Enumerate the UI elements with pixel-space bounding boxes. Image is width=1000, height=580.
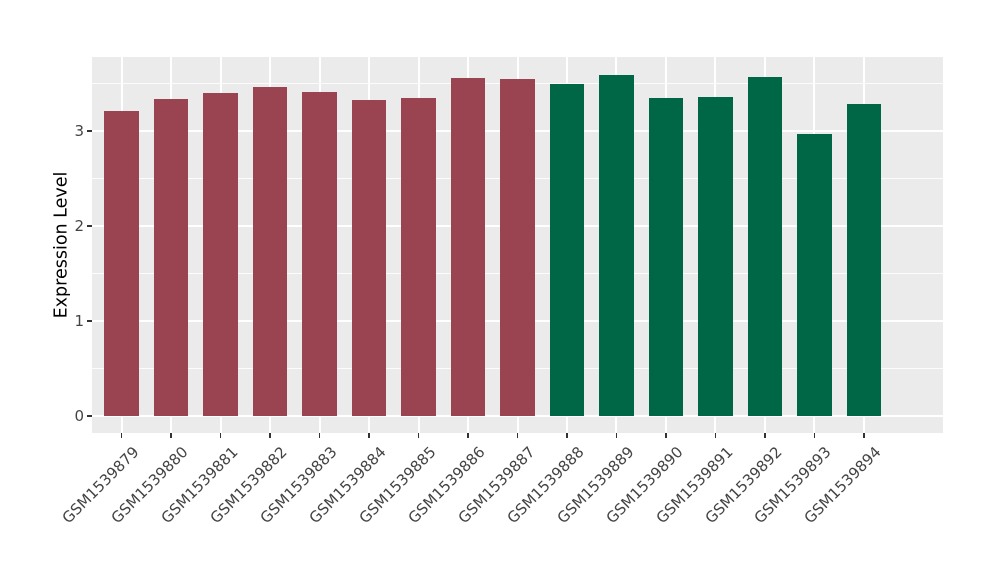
x-tick-mark	[863, 433, 865, 438]
x-tick-mark	[615, 433, 618, 438]
x-tick-mark	[120, 433, 123, 438]
x-tick-mark	[170, 433, 172, 438]
bar-GSM1539891	[698, 96, 733, 416]
bar-GSM1539890	[648, 97, 684, 416]
y-tick-mark	[87, 415, 92, 417]
y-tick-mark	[87, 225, 92, 227]
bar-GSM1539885	[401, 97, 436, 416]
bar-GSM1539880	[153, 98, 189, 416]
y-tick-label: 0	[74, 406, 84, 425]
y-axis-title-text: Expression Level	[51, 171, 72, 319]
bar-GSM1539886	[450, 77, 486, 416]
bar-GSM1539894	[846, 103, 882, 416]
bar-GSM1539892	[747, 76, 783, 416]
x-tick-mark	[714, 433, 717, 438]
x-tick-mark	[467, 433, 469, 438]
plot-panel	[92, 57, 943, 433]
x-tick-mark	[813, 433, 816, 438]
x-tick-mark	[368, 433, 370, 438]
x-tick-mark	[318, 433, 321, 438]
x-tick-mark	[269, 433, 271, 438]
x-tick-mark	[566, 433, 568, 438]
y-tick-label: 1	[74, 311, 84, 330]
x-tick-mark	[417, 433, 420, 438]
x-tick-mark	[516, 433, 519, 438]
bar-GSM1539893	[797, 133, 832, 416]
bar-GSM1539883	[302, 92, 337, 416]
y-tick-mark	[87, 320, 92, 322]
x-tick-mark	[665, 433, 667, 438]
x-tick-mark	[219, 433, 222, 438]
bar-GSM1539882	[252, 87, 288, 416]
bar-GSM1539881	[203, 93, 238, 416]
y-tick-label: 3	[74, 122, 84, 141]
bar-GSM1539888	[549, 83, 585, 416]
bar-GSM1539884	[351, 99, 387, 416]
bar-GSM1539879	[104, 111, 139, 416]
y-tick-label: 2	[74, 217, 84, 235]
bar-GSM1539889	[599, 75, 634, 416]
y-tick-mark	[87, 130, 92, 132]
bar-GSM1539887	[500, 78, 535, 416]
x-tick-mark	[764, 433, 766, 438]
